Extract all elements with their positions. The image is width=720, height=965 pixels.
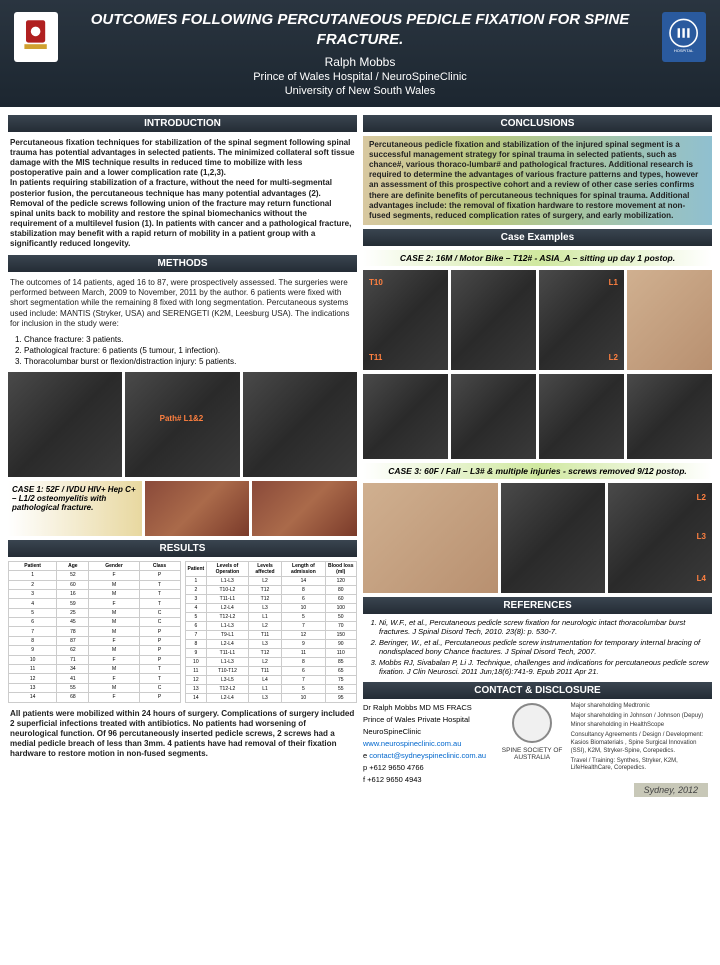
- contact-website[interactable]: www.neurospineclinic.com.au: [363, 739, 461, 748]
- methods-item: Pathological fracture: 6 patients (5 tum…: [24, 346, 357, 355]
- case2-patient-sitting: [627, 270, 712, 370]
- methods-header: METHODS: [8, 255, 357, 272]
- reference-item: Mobbs RJ, Sivabalan P, Li J. Technique, …: [379, 658, 712, 676]
- introduction-header: INTRODUCTION: [8, 115, 357, 132]
- contact-email[interactable]: contact@sydneyspineclinic.com.au: [369, 751, 486, 760]
- case1-incision-2: [252, 481, 357, 536]
- poster-header: HOSPITAL OUTCOMES FOLLOWING PERCUTANEOUS…: [0, 0, 720, 107]
- conclusions-header: CONCLUSIONS: [363, 115, 712, 132]
- case2-fluoro-2: [451, 374, 536, 459]
- case1-xray-3: [243, 372, 357, 477]
- references-list: Ni, W.F., et al., Percutaneous pedicle s…: [363, 618, 712, 678]
- case2-fluoro-4: [627, 374, 712, 459]
- case2-title: CASE 2: 16M / Motor Bike – T12# - ASIA_A…: [363, 250, 712, 266]
- conclusions-text: Percutaneous pedicle fixation and stabil…: [363, 136, 712, 225]
- left-column: INTRODUCTION Percutaneous fixation techn…: [8, 115, 357, 787]
- spine-society-label: SPINE SOCIETY OF AUSTRALIA: [499, 747, 564, 761]
- author: Ralph Mobbs: [60, 55, 660, 69]
- results-header: RESULTS: [8, 540, 357, 557]
- contact-clinic: NeuroSpineClinic: [363, 727, 493, 736]
- reference-item: Ni, W.F., et al., Percutaneous pedicle s…: [379, 618, 712, 636]
- affiliation-1: Prince of Wales Hospital / NeuroSpineCli…: [60, 71, 660, 83]
- logo-left: [14, 12, 58, 62]
- case1-xray-1: [8, 372, 122, 477]
- methods-item: Chance fracture: 3 patients.: [24, 335, 357, 344]
- contact-header: CONTACT & DISCLOSURE: [363, 682, 712, 699]
- contact-hospital: Prince of Wales Private Hospital: [363, 715, 493, 724]
- case1-label: CASE 1: 52F / IVDU HIV+ Hep C+ – L1/2 os…: [8, 481, 142, 536]
- contact-phone: p +612 9650 4766: [363, 763, 493, 772]
- case1-incision-1: [145, 481, 250, 536]
- references-header: REFERENCES: [363, 597, 712, 614]
- logo-right: HOSPITAL: [662, 12, 706, 62]
- case3-fluoro-ap: [501, 483, 605, 593]
- results-table-1: PatientAgeGenderClass152FP260MT316MT459F…: [8, 561, 181, 703]
- right-column: CONCLUSIONS Percutaneous pedicle fixatio…: [363, 115, 712, 787]
- case2-fluoro-1: [363, 374, 448, 459]
- case3-fluoro-lat: L2L3L4: [608, 483, 712, 593]
- methods-item: Thoracolumbar burst or flexion/distracti…: [24, 357, 357, 366]
- disclosures: Major shareholding Medtronic Major share…: [571, 703, 712, 787]
- affiliation-2: University of New South Wales: [60, 85, 660, 97]
- results-text: All patients were mobilized within 24 ho…: [8, 707, 357, 762]
- contact-fax: f +612 9650 4943: [363, 775, 493, 784]
- methods-text: The outcomes of 14 patients, aged 16 to …: [8, 276, 357, 331]
- reference-item: Beringer, W., et al., Percutaneous pedic…: [379, 638, 712, 656]
- contact-name: Dr Ralph Mobbs MD MS FRACS: [363, 703, 493, 712]
- poster-title: OUTCOMES FOLLOWING PERCUTANEOUS PEDICLE …: [60, 10, 660, 49]
- case1-xray-2: Path# L1&2: [125, 372, 239, 477]
- case2-xray-postop: L1L2: [539, 270, 624, 370]
- case3-patient-back: [363, 483, 498, 593]
- methods-list: Chance fracture: 3 patients. Pathologica…: [8, 335, 357, 368]
- case2-ct-sagittal: T10T11: [363, 270, 448, 370]
- footer-location: Sydney, 2012: [634, 783, 708, 797]
- results-table-2: PatientLevels of OperationLevels affecte…: [185, 561, 358, 703]
- case2-ct-axial: [451, 270, 536, 370]
- case-examples-header: Case Examples: [363, 229, 712, 246]
- case2-fluoro-3: [539, 374, 624, 459]
- contact-block: Dr Ralph Mobbs MD MS FRACS Prince of Wal…: [363, 703, 712, 787]
- introduction-text: Percutaneous fixation techniques for sta…: [8, 136, 357, 251]
- svg-text:HOSPITAL: HOSPITAL: [674, 48, 694, 53]
- spine-society-logo: [512, 703, 552, 743]
- case3-title: CASE 3: 60F / Fall – L3# & multiple inju…: [363, 463, 712, 479]
